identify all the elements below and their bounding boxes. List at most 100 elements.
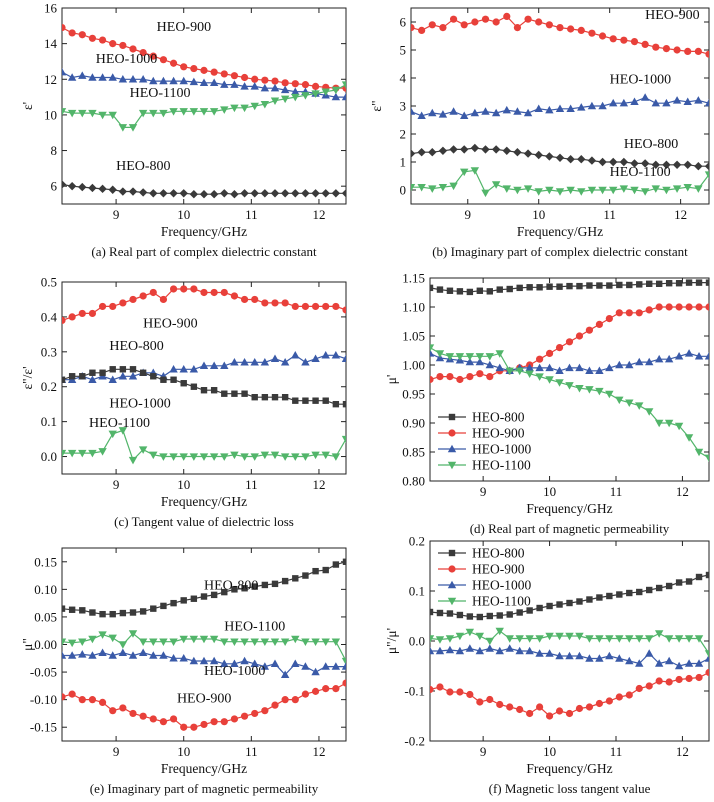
data-point <box>446 373 454 381</box>
data-point <box>585 366 594 374</box>
data-point <box>270 97 280 105</box>
series-heo-1100 <box>62 81 346 132</box>
data-point <box>595 320 603 328</box>
data-point <box>635 684 643 693</box>
data-point <box>291 93 300 102</box>
data-point <box>62 449 67 458</box>
data-point <box>436 609 444 617</box>
data-point <box>635 659 644 667</box>
data-point <box>118 371 128 380</box>
data-point <box>302 397 309 404</box>
data-point <box>683 184 692 192</box>
x-tick-label: 12 <box>312 207 325 222</box>
data-point <box>281 577 289 585</box>
data-point <box>271 580 279 588</box>
series-heo-800 <box>411 143 709 171</box>
data-point <box>417 184 426 192</box>
series-annotation: HEO-1100 <box>130 86 191 101</box>
data-point <box>129 295 137 304</box>
data-point <box>515 367 524 376</box>
data-point <box>476 287 484 294</box>
data-point <box>322 397 329 404</box>
series-heo-900 <box>430 668 709 720</box>
data-point <box>460 168 469 177</box>
series-annotation: HEO-1000 <box>96 52 157 67</box>
data-point <box>138 188 148 197</box>
data-point <box>119 366 127 373</box>
data-point <box>331 638 341 647</box>
data-point <box>129 366 137 373</box>
data-point <box>109 707 117 715</box>
data-point <box>654 659 664 667</box>
y-axis-label: μ" <box>20 638 35 651</box>
data-point <box>331 662 341 670</box>
data-point <box>665 280 673 287</box>
data-point <box>118 187 128 196</box>
y-tick-label: 10 <box>44 107 57 122</box>
data-point <box>68 690 76 698</box>
data-point <box>555 188 565 196</box>
data-point <box>466 613 474 620</box>
data-point <box>430 646 435 655</box>
data-point <box>209 635 219 644</box>
data-point <box>180 285 188 293</box>
data-point <box>62 180 67 189</box>
data-point <box>525 635 534 643</box>
data-point <box>341 657 346 666</box>
data-point <box>445 645 455 654</box>
data-point <box>523 149 533 158</box>
data-point <box>460 21 468 29</box>
y-tick-label: -0.2 <box>404 734 425 749</box>
data-point <box>240 82 249 90</box>
data-point <box>62 693 66 701</box>
data-point <box>321 88 330 97</box>
data-point <box>169 364 178 373</box>
data-point <box>585 635 594 643</box>
data-point <box>67 109 77 118</box>
data-point <box>301 357 310 366</box>
data-point <box>565 709 574 718</box>
data-point <box>291 80 299 88</box>
data-point <box>456 288 464 295</box>
data-point <box>68 606 76 613</box>
data-point <box>438 184 448 192</box>
data-point <box>240 104 249 113</box>
data-point <box>200 720 208 729</box>
data-point <box>129 609 137 616</box>
data-point <box>128 456 138 465</box>
data-point <box>435 636 445 644</box>
data-point <box>555 104 565 112</box>
data-point <box>270 659 280 667</box>
chart-panel-f: 9 10 11 12 -0.2 -0.1 0.0 0.1 0.2 Frequency/GHz μ"/… <box>384 534 710 796</box>
data-point <box>456 688 464 696</box>
data-point <box>646 280 653 287</box>
data-point <box>615 396 624 405</box>
data-point <box>291 453 300 461</box>
data-point <box>417 111 426 119</box>
data-point <box>470 167 480 175</box>
data-point <box>565 632 574 641</box>
data-point <box>577 155 586 164</box>
series-annotation: HEO-800 <box>109 339 163 354</box>
data-point <box>705 279 709 286</box>
data-point <box>98 36 107 44</box>
data-point <box>301 92 310 100</box>
data-point <box>495 363 504 372</box>
data-point <box>620 36 628 44</box>
data-point <box>615 654 624 662</box>
data-point <box>438 110 448 118</box>
data-point <box>68 373 76 380</box>
data-point <box>180 63 188 71</box>
x-tick-label: 12 <box>312 744 325 759</box>
data-point <box>640 159 650 168</box>
data-point <box>609 186 618 195</box>
legend-label: HEO-1100 <box>472 458 531 473</box>
data-point <box>654 630 664 638</box>
data-point <box>139 369 147 376</box>
data-point <box>98 648 107 656</box>
data-point <box>341 189 346 198</box>
data-point <box>190 595 198 602</box>
data-point <box>505 644 514 652</box>
data-point <box>481 145 490 154</box>
data-point <box>250 102 259 111</box>
